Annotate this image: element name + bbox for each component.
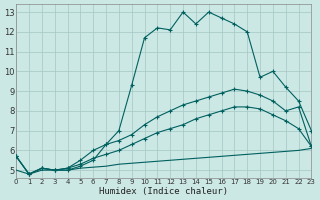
X-axis label: Humidex (Indice chaleur): Humidex (Indice chaleur) xyxy=(99,187,228,196)
